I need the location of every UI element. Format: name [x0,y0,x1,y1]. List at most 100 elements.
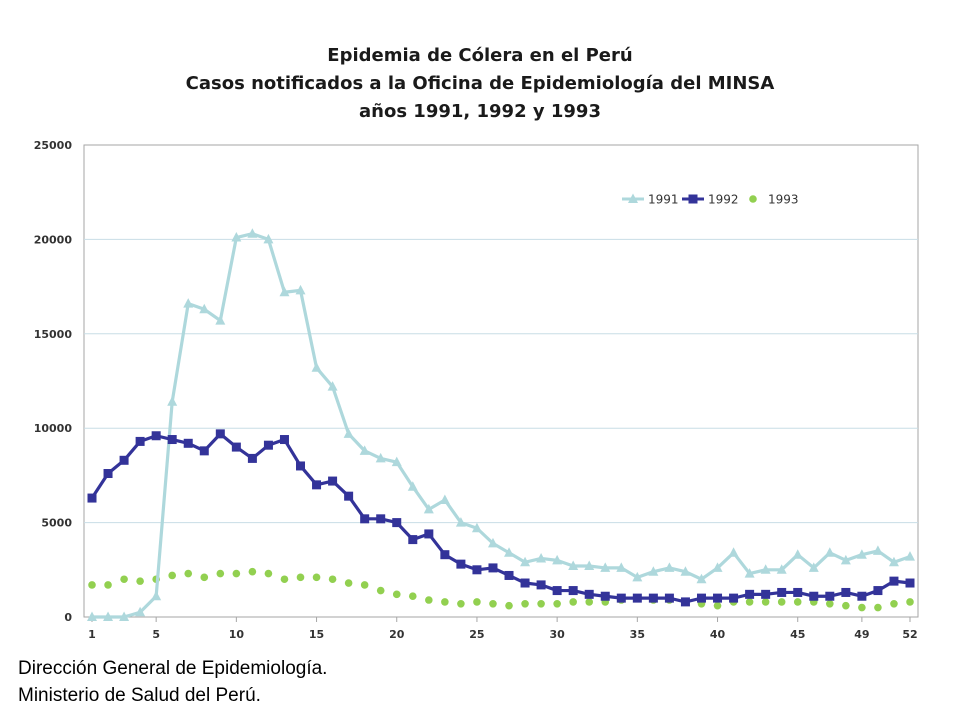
point-1992-44 [777,587,787,597]
plot-area [83,144,919,618]
point-1992-8 [199,446,209,456]
point-1993-50 [874,603,882,612]
point-1992-36 [648,593,658,603]
y-tick-label-5000: 5000 [41,517,72,530]
point-1992-27 [504,570,514,580]
chart-title-block: Epidemia de Cólera en el Perú Casos noti… [0,42,960,126]
point-1992-48 [841,587,851,597]
point-1992-5 [151,431,161,441]
legend-item-1991: 1991 [622,193,679,207]
point-1991-29 [536,552,547,563]
point-1993-14 [296,573,305,582]
point-1992-15 [312,480,322,490]
legend: 1991 1992 1993 [622,193,799,207]
point-1992-28 [520,578,530,588]
point-1991-25 [471,522,482,533]
source-line-1: Dirección General de Epidemiología. [18,658,328,679]
point-1992-45 [793,587,803,597]
point-1993-26 [489,599,497,608]
series-line-1991 [92,232,911,619]
legend-marker-1993 [749,195,757,203]
point-1993-30 [553,599,561,608]
point-1991-18 [359,445,370,455]
point-1993-11 [248,567,257,576]
point-1992-51 [889,576,899,586]
point-1992-42 [745,589,755,599]
chart-subtitle-line-1: Casos notificados a la Oficina de Epidem… [185,73,775,94]
legend-item-1993: 1993 [749,193,799,207]
point-1991-45 [792,549,803,559]
point-1993-42 [745,598,754,606]
point-1991-46 [808,562,819,572]
source-note: Dirección General de Epidemiología. Mini… [18,655,327,709]
point-1993-22 [425,596,433,604]
point-1993-2 [104,581,112,589]
point-1991-20 [391,456,402,467]
point-1993-31 [569,598,577,606]
point-1993-23 [441,598,449,606]
point-1993-18 [360,581,369,589]
point-1992-20 [392,518,402,528]
point-1993-43 [761,598,770,606]
point-1992-30 [552,586,562,596]
gridlines [84,238,918,524]
legend-label-1993: 1993 [768,193,799,207]
point-1993-32 [585,598,594,606]
series-layer [87,228,915,621]
y-tick-label-0: 0 [64,611,72,624]
point-1993-12 [264,569,273,578]
point-1992-52 [905,578,915,588]
chart-title: Epidemia de Cólera en el Perú [327,45,633,66]
point-1992-40 [713,593,723,603]
point-1993-1 [88,581,96,589]
point-1993-27 [505,601,513,610]
point-1992-23 [440,550,450,560]
point-1993-47 [826,599,834,608]
point-1991-43 [760,564,771,574]
point-1993-7 [184,569,193,578]
point-1992-17 [344,491,354,501]
y-tick-label-15000: 15000 [34,328,73,341]
point-1992-46 [809,591,819,601]
point-1993-17 [344,579,353,587]
point-1992-32 [584,589,594,599]
point-1991-47 [824,547,835,557]
point-1992-16 [328,476,338,486]
point-1991-36 [648,566,659,576]
point-1993-10 [232,569,241,578]
point-1992-13 [279,435,289,445]
point-1991-52 [905,551,915,561]
point-1993-45 [793,598,802,606]
point-1992-3 [119,455,129,465]
x-tick-label-40: 40 [710,628,726,641]
point-1991-51 [888,556,899,567]
point-1991-27 [504,547,515,557]
point-1991-35 [632,571,643,582]
point-1991-28 [520,556,531,567]
point-1993-48 [842,601,850,610]
point-1991-5 [151,590,162,601]
point-1991-40 [712,562,723,572]
point-1992-21 [408,535,418,545]
point-1992-22 [424,529,434,539]
point-1992-18 [360,514,370,524]
point-1992-31 [568,586,578,596]
point-1992-24 [456,559,466,569]
point-1991-14 [295,284,306,295]
point-1992-29 [536,580,546,590]
point-1993-49 [858,603,866,612]
point-1991-1 [87,611,97,621]
point-1991-31 [568,560,579,571]
point-1991-10 [231,232,242,242]
point-1992-25 [472,565,482,575]
point-1992-19 [376,514,386,524]
point-1992-2 [103,469,113,479]
x-tick-label-25: 25 [469,628,484,641]
point-1992-38 [680,597,690,607]
x-tick-label-35: 35 [630,628,645,641]
point-1992-14 [296,461,306,471]
point-1991-3 [119,611,130,621]
point-1991-41 [728,547,739,557]
x-tick-label-1: 1 [88,628,96,641]
